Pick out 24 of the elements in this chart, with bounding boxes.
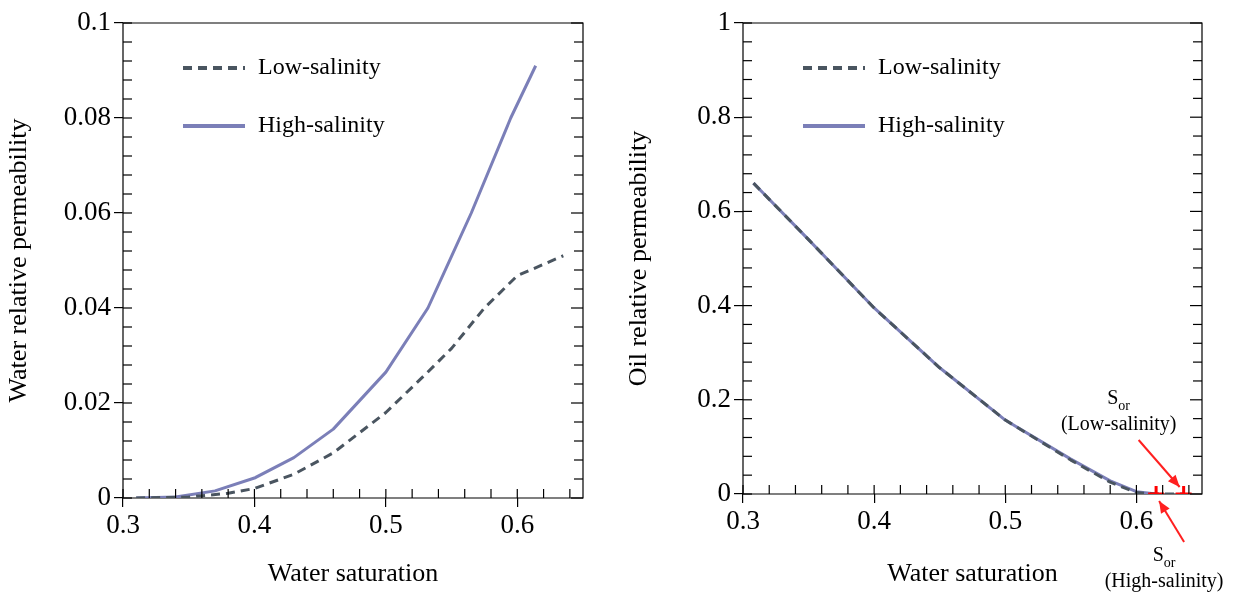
legend-label: Low-salinity [258, 53, 381, 80]
y-tick-label: 0.8 [697, 100, 731, 131]
y-tick-label: 0.1 [77, 6, 111, 37]
x-tick-label: 0.5 [368, 508, 403, 539]
y-axis-title: Water relative permeability [3, 118, 33, 403]
x-axis-title: Water saturation [267, 558, 439, 588]
legend-label: High-salinity [878, 111, 1005, 138]
y-tick-label: 0.08 [63, 101, 111, 132]
x-tick-label: 0.4 [857, 504, 892, 535]
y-tick-label: 0.06 [63, 196, 111, 227]
y-tick-label: 0.6 [697, 194, 731, 225]
y-tick-label: 0.2 [697, 382, 731, 413]
legend-label: Low-salinity [878, 53, 1001, 80]
y-tick-label: 0.02 [63, 386, 111, 417]
x-tick-label: 0.6 [500, 508, 535, 539]
x-tick-label: 0.5 [988, 504, 1023, 535]
x-tick-label: 0.6 [1119, 504, 1154, 535]
y-axis-title: Oil relative permeability [623, 130, 653, 387]
y-tick-label: 1 [717, 6, 731, 37]
y-tick-label: 0.04 [63, 291, 112, 322]
y-tick-label: 0.4 [697, 288, 732, 319]
legend-label: High-salinity [258, 111, 385, 138]
x-tick-label: 0.4 [237, 508, 272, 539]
x-axis-title: Water saturation [887, 558, 1058, 588]
